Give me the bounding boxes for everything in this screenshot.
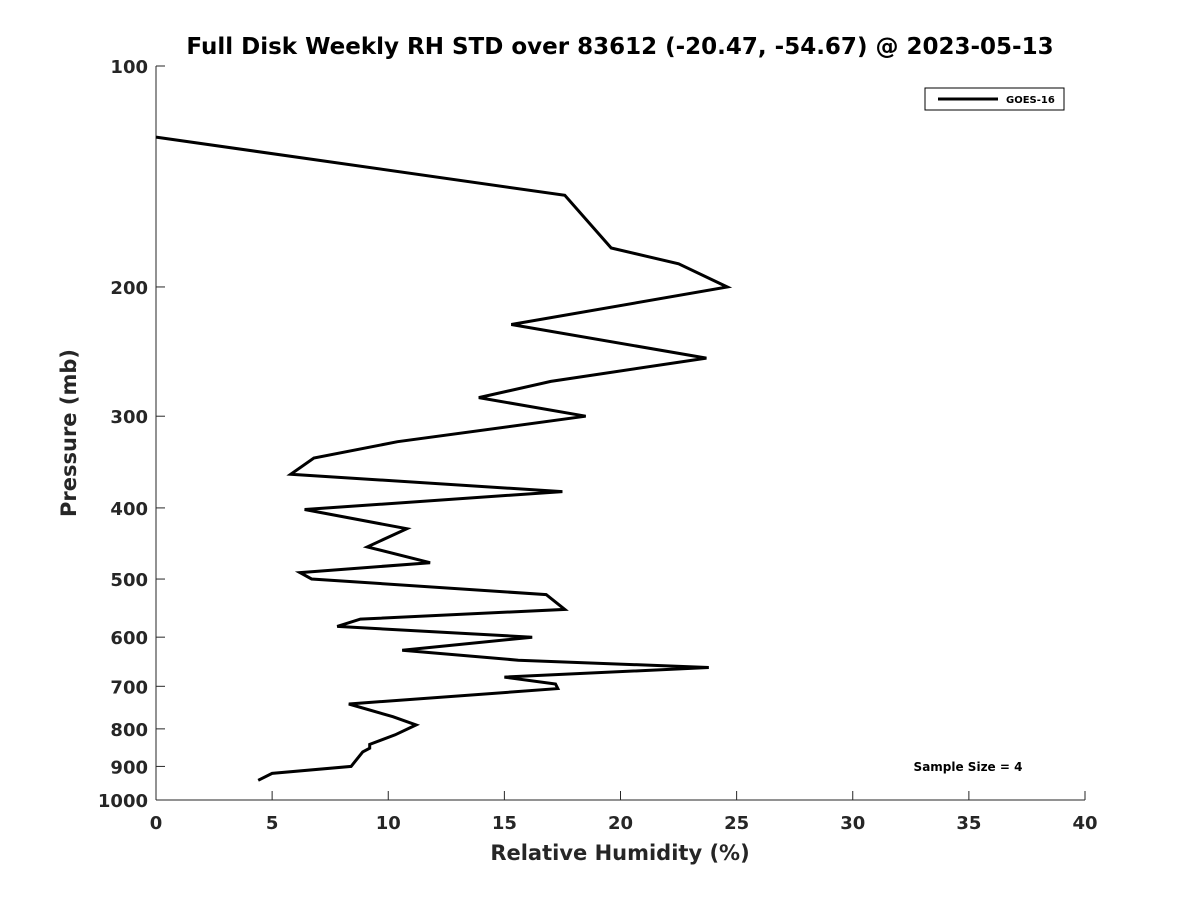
chart-title: Full Disk Weekly RH STD over 83612 (-20.… <box>186 34 1053 60</box>
y-tick-label: 700 <box>110 677 148 698</box>
x-axis-label: Relative Humidity (%) <box>490 841 749 865</box>
legend: GOES-16 <box>924 87 1065 111</box>
y-axis-label: Pressure (mb) <box>57 349 81 517</box>
sample-size-annotation: Sample Size = 4 <box>914 760 1023 774</box>
y-tick-label: 600 <box>110 628 148 649</box>
axes <box>155 66 1085 801</box>
x-tick-label: 15 <box>492 813 517 834</box>
x-tick-label: 20 <box>608 813 633 834</box>
x-tick-label: 0 <box>150 813 163 834</box>
y-tick-label: 400 <box>110 499 148 520</box>
y-tick-label: 500 <box>110 570 148 591</box>
y-tick-label: 800 <box>110 720 148 741</box>
y-tick-label: 1000 <box>98 791 148 812</box>
x-tick-label: 25 <box>724 813 749 834</box>
x-tick-label: 5 <box>266 813 279 834</box>
y-tick-label: 900 <box>110 757 148 778</box>
series-layer <box>155 135 733 782</box>
x-tick-label: 40 <box>1072 813 1097 834</box>
y-tick-label: 100 <box>110 57 148 78</box>
tick-marks: 0 5 10 15 20 25 30 35 40 100 200 300 400 500 600 700 800… <box>98 57 1098 834</box>
y-tick-label: 300 <box>110 407 148 428</box>
x-tick-label: 35 <box>956 813 981 834</box>
legend-entry-goes-16: GOES-16 <box>1006 95 1055 106</box>
x-tick-label: 10 <box>376 813 401 834</box>
x-tick-label: 30 <box>840 813 865 834</box>
series-line-goes-16 <box>155 135 733 782</box>
y-tick-label: 200 <box>110 278 148 299</box>
